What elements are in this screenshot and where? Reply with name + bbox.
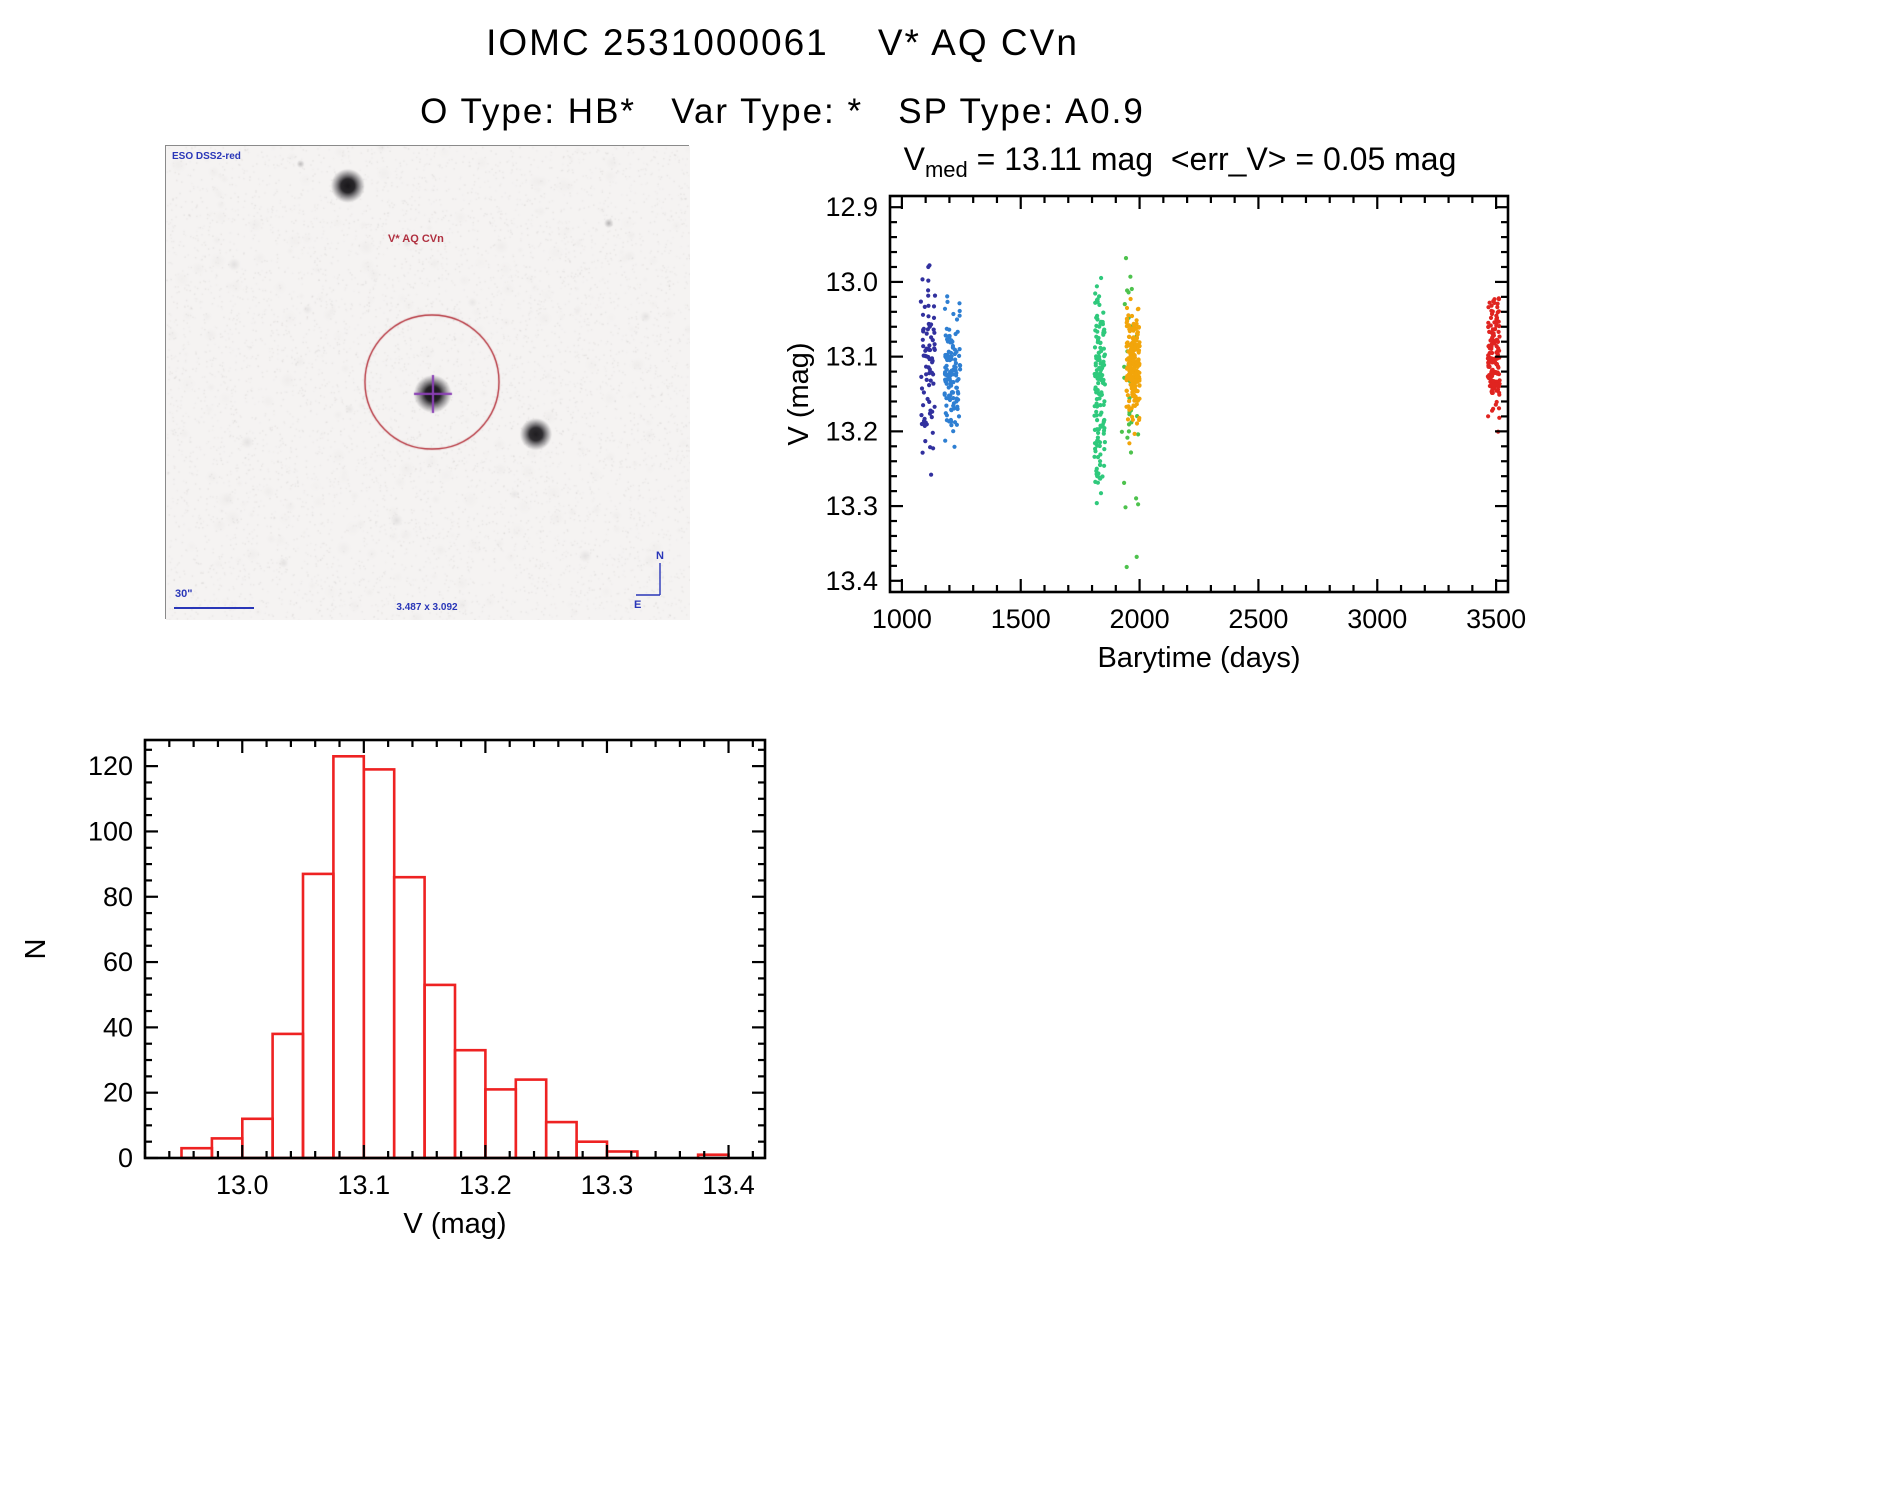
survey-label: ESO DSS2-red bbox=[172, 151, 241, 162]
lightcurve-title: Vmed = 13.11 mag <err_V> = 0.05 mag bbox=[810, 141, 1550, 183]
sky-image bbox=[166, 146, 690, 620]
svg-text:2000: 2000 bbox=[1110, 604, 1170, 634]
svg-text:N: N bbox=[20, 939, 52, 960]
lightcurve-title-values: = 13.11 mag <err_V> = 0.05 mag bbox=[967, 141, 1457, 177]
svg-text:2500: 2500 bbox=[1228, 604, 1288, 634]
svg-text:12.9: 12.9 bbox=[825, 192, 878, 222]
svg-text:0: 0 bbox=[118, 1143, 133, 1173]
lightcurve-title-var: V bbox=[903, 141, 925, 177]
svg-text:120: 120 bbox=[88, 751, 133, 781]
svg-text:3500: 3500 bbox=[1466, 604, 1526, 634]
lightcurve-plot: 1000 1500 2000 2500 3000 3500 12.9 13.0 13.1 13.2… bbox=[783, 192, 1526, 674]
svg-text:13.4: 13.4 bbox=[702, 1170, 755, 1200]
page-title: IOMC 2531000061 V* AQ CVn bbox=[486, 22, 1079, 63]
compass-north-label: N bbox=[656, 550, 664, 562]
svg-text:1500: 1500 bbox=[991, 604, 1051, 634]
svg-text:13.2: 13.2 bbox=[825, 416, 878, 446]
compass-east-label: E bbox=[634, 599, 641, 610]
svg-text:100: 100 bbox=[88, 816, 133, 846]
svg-text:60: 60 bbox=[103, 947, 133, 977]
svg-text:V (mag): V (mag) bbox=[783, 342, 815, 445]
finding-chart: ESO DSS2-red V* AQ CVn 30" 3.487 x 3.092… bbox=[165, 145, 690, 620]
scale-label: 30" bbox=[175, 588, 193, 600]
compass-icon: N E bbox=[634, 550, 664, 610]
svg-text:3000: 3000 bbox=[1347, 604, 1407, 634]
page-subtitle: O Type: HB* Var Type: * SP Type: A0.9 bbox=[420, 92, 1145, 131]
svg-text:13.3: 13.3 bbox=[825, 491, 878, 521]
fov-size-label: 3.487 x 3.092 bbox=[396, 602, 458, 613]
svg-text:13.2: 13.2 bbox=[459, 1170, 512, 1200]
svg-text:13.1: 13.1 bbox=[338, 1170, 391, 1200]
svg-text:13.3: 13.3 bbox=[581, 1170, 634, 1200]
svg-text:40: 40 bbox=[103, 1012, 133, 1042]
svg-text:13.4: 13.4 bbox=[825, 566, 878, 596]
histogram-plot: 13.0 13.1 13.2 13.3 13.4 0 20 40 60 80 100 120 V (ma… bbox=[20, 738, 767, 1240]
svg-text:Barytime (days): Barytime (days) bbox=[1097, 642, 1300, 674]
svg-text:13.0: 13.0 bbox=[825, 267, 878, 297]
svg-text:V (mag): V (mag) bbox=[403, 1208, 506, 1240]
svg-text:13.0: 13.0 bbox=[216, 1170, 269, 1200]
svg-text:80: 80 bbox=[103, 882, 133, 912]
svg-text:13.1: 13.1 bbox=[825, 342, 878, 372]
lightcurve-title-sub: med bbox=[924, 157, 968, 182]
scale-bar bbox=[174, 607, 254, 609]
target-name-label: V* AQ CVn bbox=[388, 233, 444, 245]
svg-text:1000: 1000 bbox=[872, 604, 932, 634]
svg-text:20: 20 bbox=[103, 1078, 133, 1108]
